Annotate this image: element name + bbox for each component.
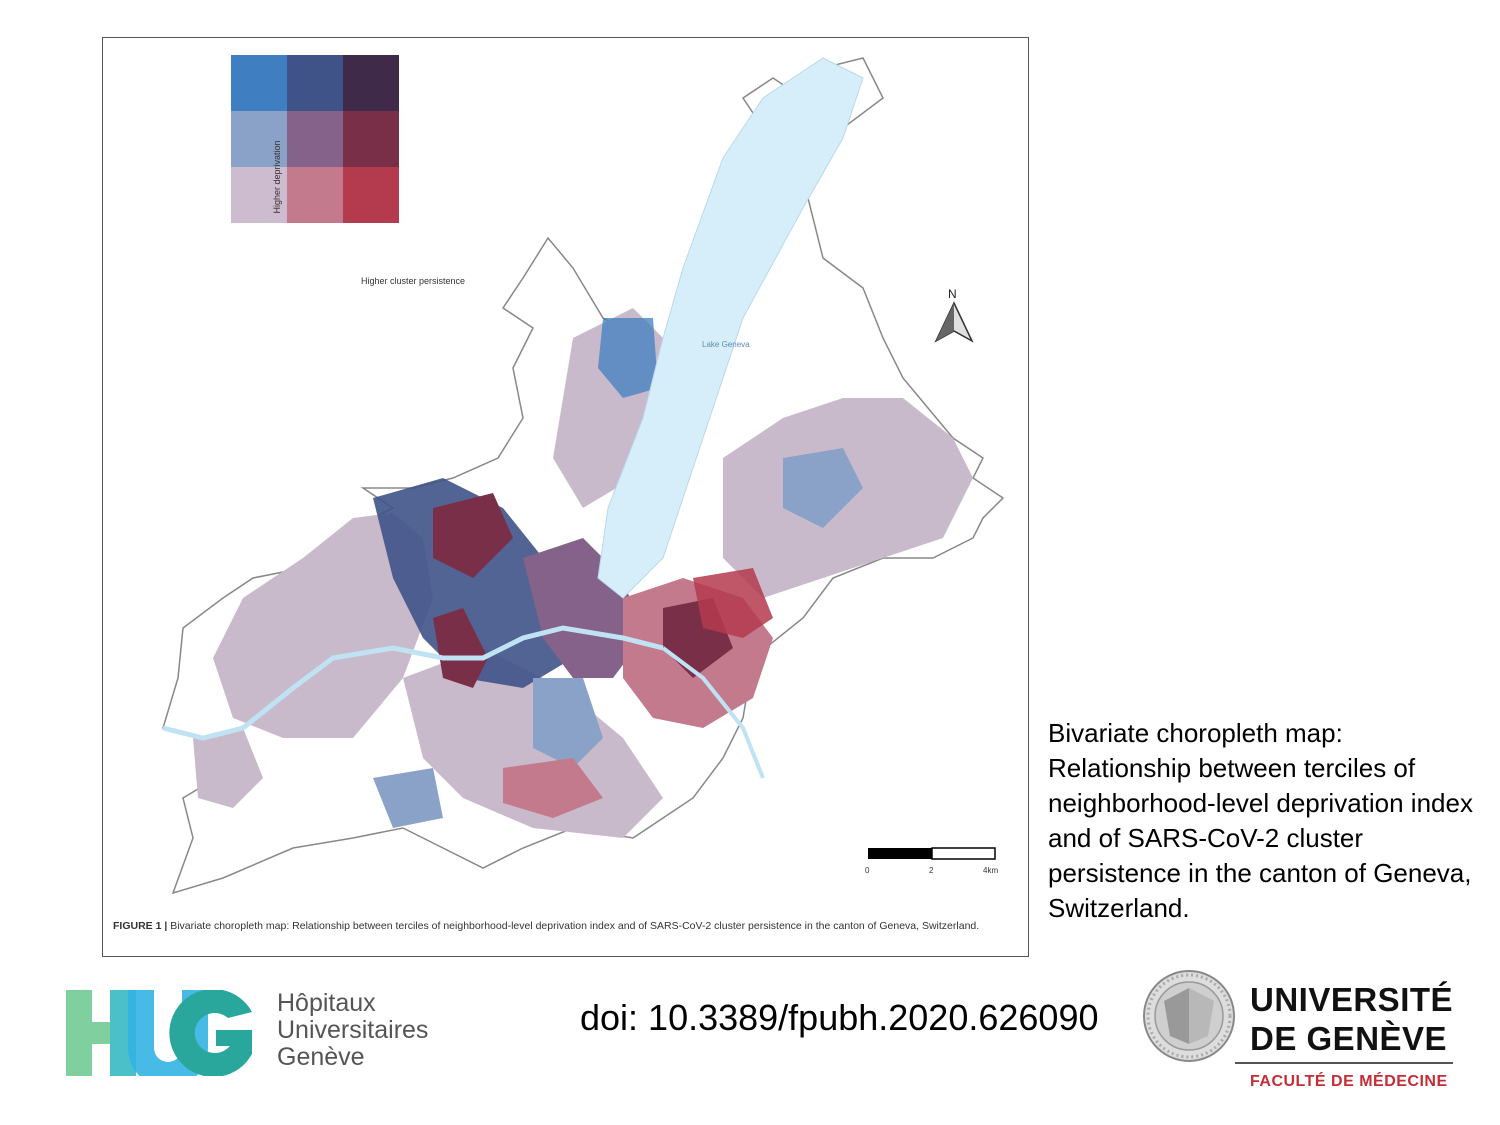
legend-cell — [343, 55, 399, 111]
side-note: Bivariate choropleth map: Relationship b… — [1048, 718, 1473, 923]
lake — [597, 57, 864, 599]
doi-text: doi: 10.3389/fpubh.2020.626090 — [580, 997, 1099, 1038]
lake-label: Lake Geneva — [702, 340, 750, 349]
legend-cell — [287, 167, 343, 223]
map — [162, 57, 1005, 895]
legend-cell — [343, 167, 399, 223]
urban-loop — [433, 608, 488, 688]
unige-divider — [1235, 1062, 1453, 1064]
urban-east-blue — [783, 448, 863, 528]
north-label: N — [948, 287, 957, 301]
figure-frame: Higher deprivation Higher cluster persis… — [102, 37, 1029, 957]
urban-south-west-blue — [373, 768, 443, 828]
legend-x-label: Higher cluster persistence — [360, 276, 466, 286]
legend-cell — [287, 55, 343, 111]
legend-cell — [231, 55, 287, 111]
hug-text: Hôpitaux Universitaires Genève — [277, 990, 428, 1071]
urban-south-red — [503, 758, 603, 818]
caption-text: Bivariate choropleth map: Relationship b… — [167, 920, 980, 932]
hug-line-1: Hôpitaux — [277, 989, 376, 1017]
unige-seal-icon — [1142, 966, 1237, 1071]
river-arve — [661, 646, 765, 779]
legend-y-label: Higher deprivation — [272, 140, 282, 214]
hug-logo — [66, 989, 256, 1088]
legend-cell — [287, 111, 343, 167]
land-southwest — [193, 728, 263, 808]
hug-line-3: Genève — [277, 1043, 365, 1071]
unige-name: UNIVERSITÉ DE GENÈVE — [1250, 980, 1453, 1058]
legend-cell — [231, 167, 287, 223]
urban-east-red — [693, 568, 773, 638]
urban-north-blue — [598, 318, 658, 398]
unige-line-1: UNIVERSITÉ — [1250, 981, 1454, 1018]
unige-line-2: DE GENÈVE — [1250, 1020, 1448, 1057]
unige-faculty: FACULTÉ DE MÉDECINE — [1250, 1073, 1448, 1090]
scale-tick-2: 2 — [929, 866, 934, 875]
scale-bar-black — [868, 848, 932, 859]
river — [162, 625, 664, 741]
land-west — [213, 513, 433, 738]
legend-cell — [231, 111, 287, 167]
urban-south-blue — [533, 678, 603, 768]
hug-line-2: Universitaires — [277, 1016, 429, 1044]
urban-core-west-red — [433, 493, 513, 578]
scale-bar-white — [931, 847, 996, 860]
scale-tick-4km: 4km — [983, 866, 999, 875]
caption-label: FIGURE 1 | — [113, 920, 168, 932]
north-arrow-half — [936, 303, 954, 341]
figure-caption: FIGURE 1 | Bivariate choropleth map: Rel… — [113, 918, 1018, 934]
legend-cell — [343, 111, 399, 167]
scale-tick-0: 0 — [865, 866, 870, 875]
